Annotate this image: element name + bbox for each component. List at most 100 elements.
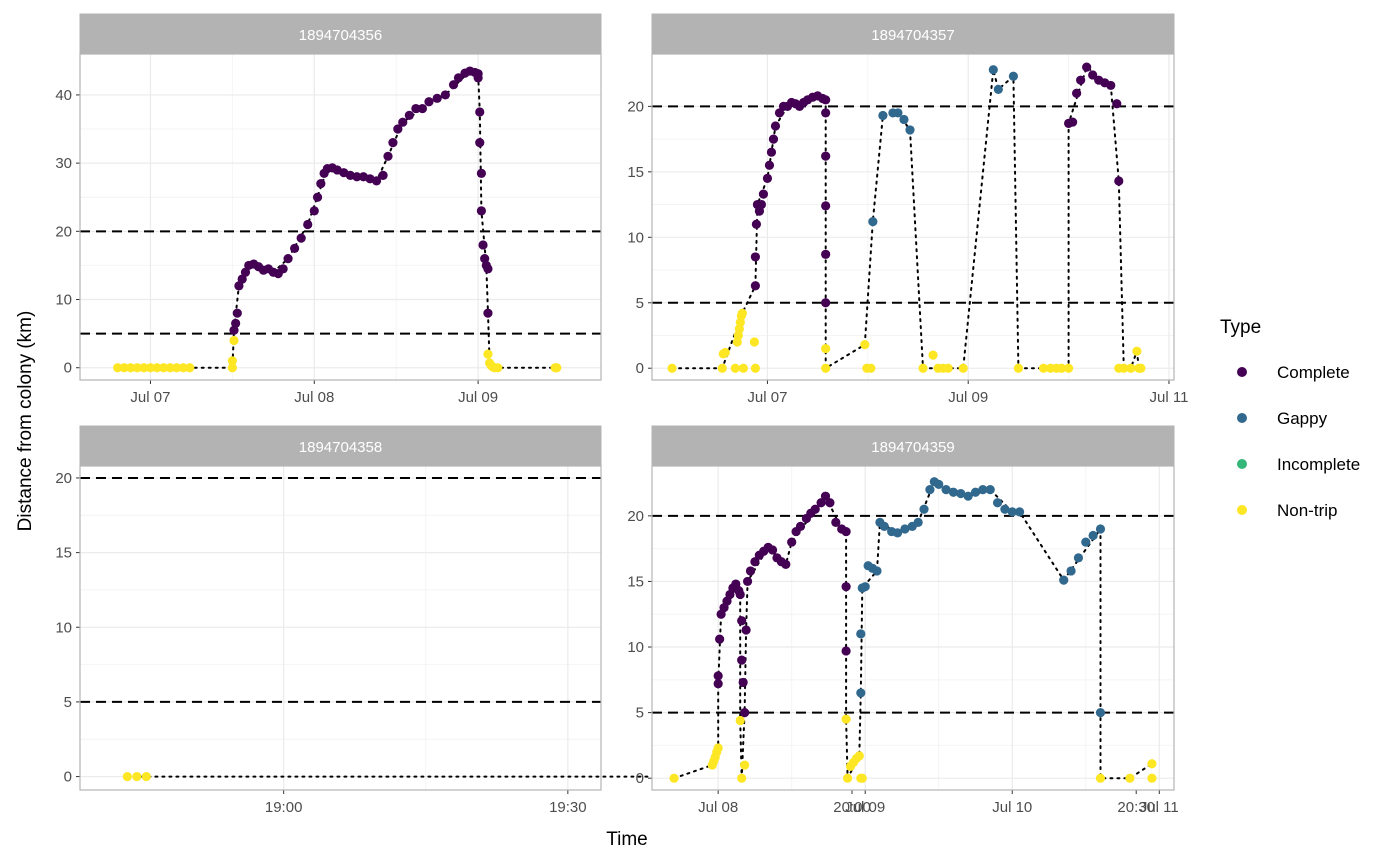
y-tick-label: 15 [627,573,644,590]
data-point [475,107,485,117]
y-tick-label: 10 [627,639,644,656]
data-point [229,335,239,346]
data-point [424,97,434,107]
y-tick-label: 15 [55,545,72,562]
plot-area [652,466,1174,790]
data-point [821,249,831,259]
x-tick-label: 19:30 [549,799,587,816]
data-point [1132,346,1142,356]
facet-panel: 1894704356 0 10 20 30 40 Jul 07 Jul 08 Jul 09 [55,13,602,406]
facet-strip-label: 1894704358 [299,439,382,456]
data-point [741,625,751,635]
y-tick-label: 20 [55,470,72,487]
data-point [145,363,156,373]
data-point [934,479,944,489]
data-point [1112,99,1122,109]
data-point [795,521,806,531]
data-point [478,240,488,250]
data-point [1059,575,1069,585]
data-point [158,363,169,373]
data-point [821,343,831,354]
x-tick-label: 19:00 [265,799,303,816]
panel-border [79,465,602,791]
data-point [1147,773,1157,783]
data-point [825,498,835,508]
data-point [730,363,740,373]
data-point [781,559,791,569]
data-point [1007,507,1017,517]
data-point [764,160,775,170]
x-tick-label: 20:30 [1117,799,1155,816]
data-point [720,347,730,358]
panel-border [651,465,1175,791]
data-point [283,254,293,264]
data-point [1114,176,1124,186]
facet-strip [651,425,1175,467]
legend-label: Gappy [1277,409,1328,428]
data-point [854,751,864,761]
data-point [1068,117,1078,127]
data-point [737,308,747,318]
x-tick-label: 20:00 [833,799,871,816]
legend-key [1237,505,1247,515]
data-point [113,363,123,373]
data-point [787,537,797,547]
legend-key [1237,413,1247,423]
data-point [139,363,149,373]
data-point [751,219,762,229]
data-point [750,252,760,262]
data-point [440,90,450,100]
data-point [483,349,493,359]
data-point [857,773,867,783]
facet-strip-label: 1894704359 [871,439,954,456]
data-point [856,629,866,639]
data-point [768,134,779,144]
data-point [810,504,820,514]
y-tick-label: 40 [55,87,72,104]
data-point [1088,530,1098,541]
data-point [740,760,750,770]
data-point [750,281,760,291]
data-point [970,487,981,497]
data-point [750,557,760,567]
panel-border [79,53,602,381]
data-point [1106,80,1116,91]
data-point [383,151,393,161]
facet-strip [79,13,602,55]
data-point [905,125,915,135]
data-point [411,103,421,114]
data-point [231,318,241,328]
data-point [669,773,679,783]
data-point [899,114,909,125]
data-point [178,363,188,373]
data-point [928,350,938,360]
facet-strip-label: 1894704356 [299,27,382,44]
data-point [762,173,773,183]
data-point [1126,363,1136,373]
data-point [1125,773,1135,783]
data-point [1013,363,1024,373]
data-point [1072,88,1082,98]
facet-strip [79,425,602,467]
data-point [388,138,398,148]
data-point [312,192,323,202]
data-point [717,363,727,373]
legend-title: Type [1220,317,1261,338]
data-point [821,201,831,211]
data-point [993,84,1003,94]
y-tick-label: 0 [64,360,72,377]
data-point [552,363,562,373]
data-point [913,517,923,528]
data-point [303,219,313,230]
data-point [767,545,778,555]
data-point [404,110,414,120]
data-point [483,308,493,318]
data-point [393,124,403,134]
data-point [290,243,300,253]
y-axis-title: Distance from colony (km) [15,311,36,532]
data-point [750,363,760,373]
data-point [448,80,459,90]
data-point [278,264,288,274]
